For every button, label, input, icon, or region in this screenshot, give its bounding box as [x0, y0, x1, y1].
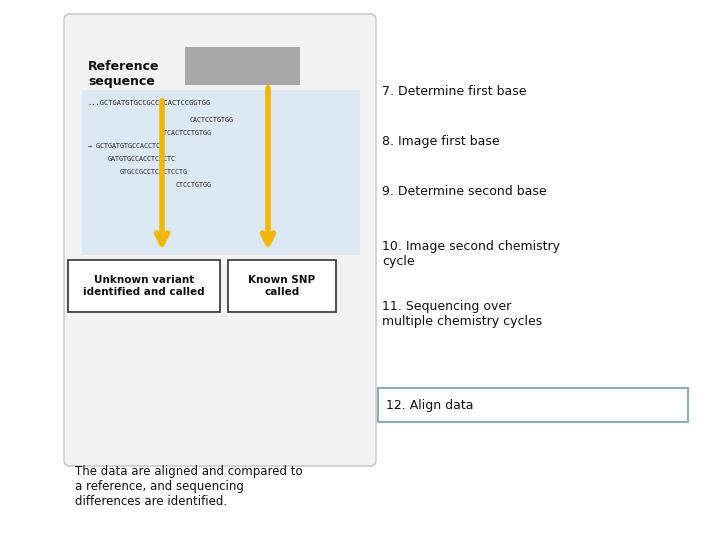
Text: GATGTGCCACCTCACTC: GATGTGCCACCTCACTC — [108, 156, 176, 162]
Text: → GCTGATGTGCCACCTCA: → GCTGATGTGCCACCTCA — [88, 143, 164, 149]
Text: CTCCTGTGG: CTCCTGTGG — [175, 182, 211, 188]
Text: ...GCTGATGTGCCGCCTCACTCCGGTGG: ...GCTGATGTGCCGCCTCACTCCGGTGG — [87, 100, 210, 106]
Text: 10. Image second chemistry
cycle: 10. Image second chemistry cycle — [382, 240, 560, 268]
Text: CTCACTCCTGTGG: CTCACTCCTGTGG — [160, 130, 212, 136]
Text: 9. Determine second base: 9. Determine second base — [382, 185, 546, 198]
Text: The data are aligned and compared to
a reference, and sequencing
differences are: The data are aligned and compared to a r… — [75, 465, 302, 508]
Text: 7. Determine first base: 7. Determine first base — [382, 85, 526, 98]
Text: Reference
sequence: Reference sequence — [88, 60, 160, 88]
Bar — [185, 47, 300, 85]
Text: GTGCCGCCTCACTCCTG: GTGCCGCCTCACTCCTG — [120, 169, 188, 175]
FancyBboxPatch shape — [64, 14, 376, 466]
Bar — [378, 388, 688, 422]
Text: CACTCCTGTGG: CACTCCTGTGG — [190, 117, 234, 123]
Text: 11. Sequencing over
multiple chemistry cycles: 11. Sequencing over multiple chemistry c… — [382, 300, 542, 328]
Bar — [82, 90, 360, 255]
Text: 8. Image first base: 8. Image first base — [382, 135, 500, 148]
Bar — [68, 260, 220, 312]
Bar — [228, 260, 336, 312]
Text: Known SNP
called: Known SNP called — [248, 275, 315, 297]
Text: Unknown variant
identified and called: Unknown variant identified and called — [84, 275, 204, 297]
Text: 12. Align data: 12. Align data — [386, 399, 474, 411]
